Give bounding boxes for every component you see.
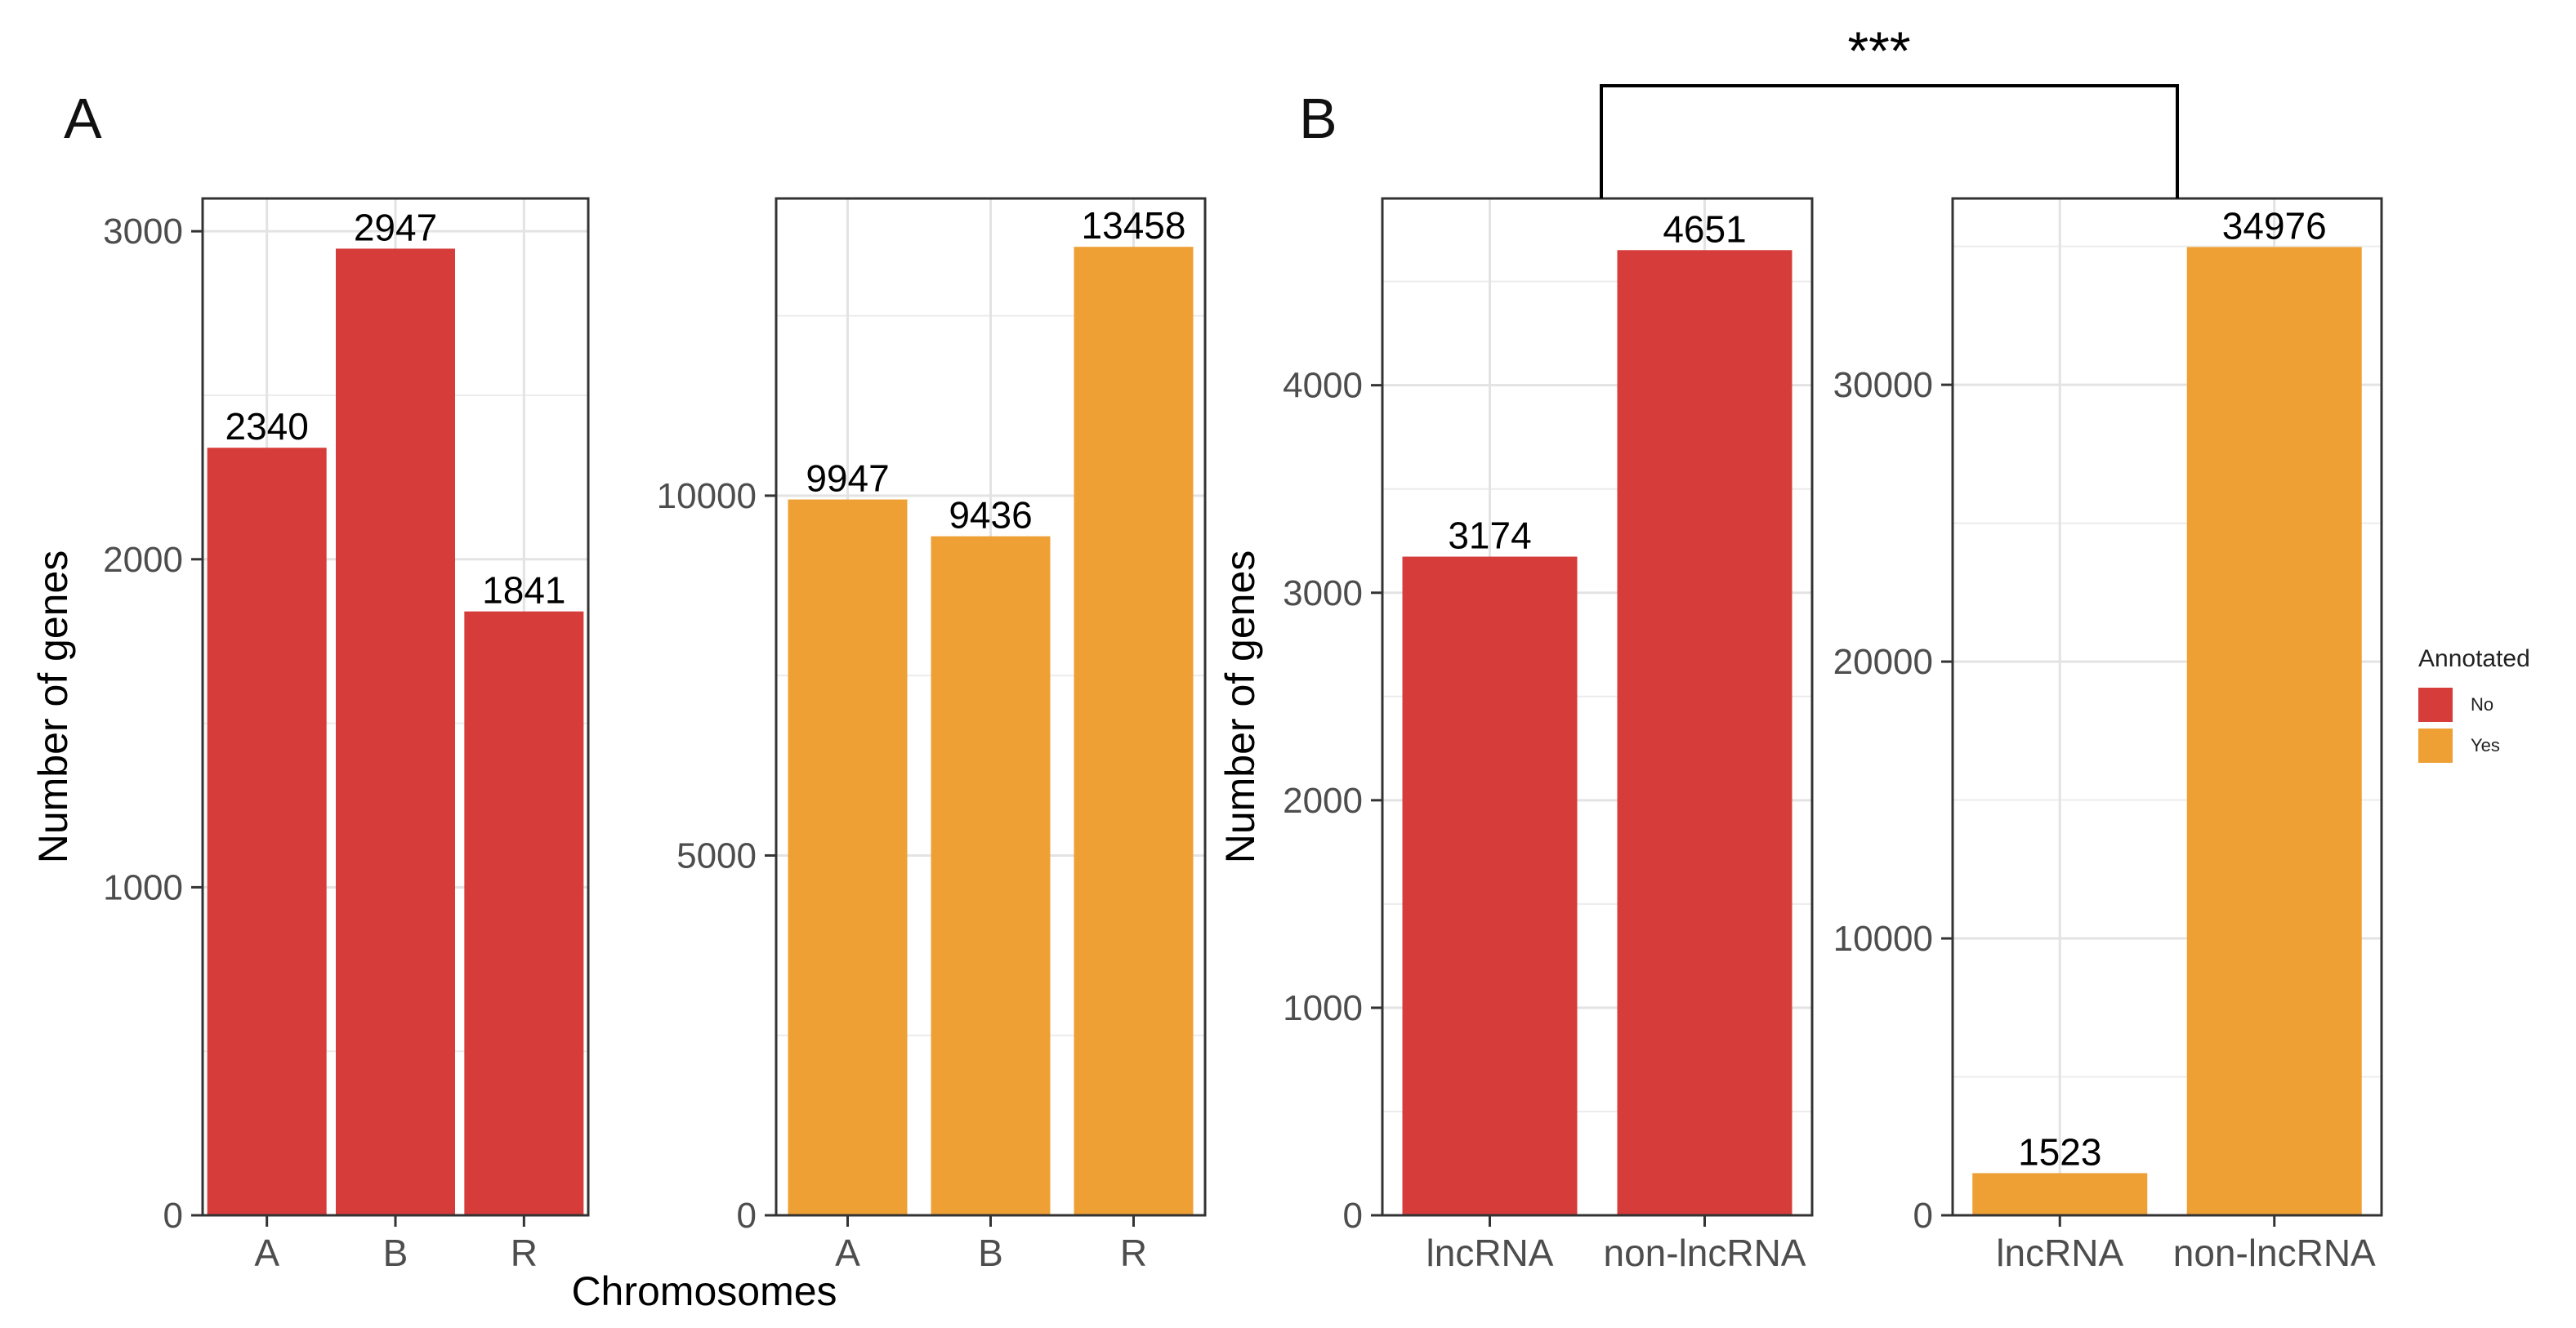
bar-a [788, 499, 908, 1215]
y-tick-label: 0 [163, 1196, 183, 1236]
panel-label-b: B [1299, 87, 1337, 150]
data-label: 9947 [806, 457, 889, 500]
significance-stars: *** [1847, 20, 1910, 81]
y-tick-label: 3000 [103, 212, 183, 252]
y-tick-label: 4000 [1283, 366, 1363, 406]
y-tick-label: 1000 [1283, 988, 1363, 1028]
bar-non-lncrna [2186, 247, 2362, 1215]
y-tick-label: 20000 [1833, 642, 1933, 682]
data-label: 4651 [1663, 207, 1746, 250]
y-axis-label: Number of genes [1217, 550, 1263, 864]
data-label: 2947 [354, 206, 437, 248]
charts-layer: 0 1000 2000 3000 2340 A 2947 B 1841 R Number of ge… [30, 197, 2383, 1314]
bar-a [207, 448, 327, 1215]
x-axis-label: Chromosomes [571, 1268, 837, 1314]
x-tick-label: B [383, 1232, 408, 1274]
y-tick-label: 10000 [1833, 919, 1933, 959]
legend: Annotated No Yes [2418, 645, 2530, 766]
data-label: 1523 [2018, 1130, 2101, 1173]
facet-b-yes: 0 10000 20000 30000 1523 lncRNA 34976 non-lncRN… [1833, 197, 2383, 1274]
legend-label-yes: Yes [2471, 735, 2500, 755]
bar-b [931, 536, 1051, 1215]
legend-item-no: No [2418, 684, 2530, 725]
x-tick-label: lncRNA [1996, 1232, 2123, 1274]
bar-non-lncrna [1617, 250, 1792, 1215]
legend-label-no: No [2471, 694, 2494, 715]
x-tick-label: B [978, 1232, 1003, 1274]
y-tick-label: 1000 [103, 867, 183, 907]
legend-title: Annotated [2418, 645, 2530, 672]
y-tick-label: 5000 [676, 836, 757, 876]
data-label: 1841 [482, 569, 565, 612]
x-tick-label: non-lncRNA [1604, 1232, 1806, 1274]
facet-b-no: 0 1000 2000 3000 4000 3174 lncRNA 4651 non-lncRN… [1217, 197, 1814, 1274]
x-tick-label: non-lncRNA [2173, 1232, 2376, 1274]
legend-key-yes [2418, 729, 2453, 763]
panel-label-a: A [64, 87, 102, 150]
y-tick-label: 10000 [657, 476, 757, 516]
x-tick-label: lncRNA [1426, 1232, 1554, 1274]
x-tick-label: A [254, 1232, 279, 1274]
facet-a-yes: 0 5000 10000 9947 A 9436 B 13458 R [657, 197, 1207, 1274]
bar-b [336, 248, 455, 1215]
legend-item-yes: Yes [2418, 725, 2530, 766]
y-tick-label: 3000 [1283, 573, 1363, 613]
data-label: 9436 [949, 494, 1032, 537]
y-axis-label: Number of genes [30, 550, 76, 864]
panel-border [1381, 197, 1814, 1217]
bar-lncrna [1402, 556, 1578, 1215]
y-tick-label: 0 [1913, 1196, 1933, 1236]
legend-key-no [2418, 688, 2453, 722]
significance-bracket: *** [1600, 20, 2179, 198]
data-label: 34976 [2222, 204, 2327, 247]
x-tick-label: R [511, 1232, 538, 1274]
x-tick-label: R [1120, 1232, 1147, 1274]
bar-r [1074, 247, 1194, 1215]
panel-border [1951, 197, 2383, 1217]
y-tick-label: 2000 [1283, 781, 1363, 821]
data-label: 13458 [1082, 204, 1186, 247]
y-tick-label: 2000 [103, 540, 183, 580]
panel-border [201, 197, 590, 1217]
panel-border [775, 197, 1207, 1217]
y-tick-label: 0 [1343, 1196, 1363, 1236]
y-tick-label: 0 [737, 1196, 757, 1236]
y-tick-label: 30000 [1833, 365, 1933, 405]
data-label: 2340 [225, 405, 308, 448]
bar-r [464, 611, 584, 1215]
x-tick-label: A [835, 1232, 860, 1274]
facet-a-no: 0 1000 2000 3000 2340 A 2947 B 1841 R Number of ge… [30, 197, 837, 1314]
bar-lncrna [1972, 1173, 2148, 1215]
data-label: 3174 [1448, 515, 1531, 557]
